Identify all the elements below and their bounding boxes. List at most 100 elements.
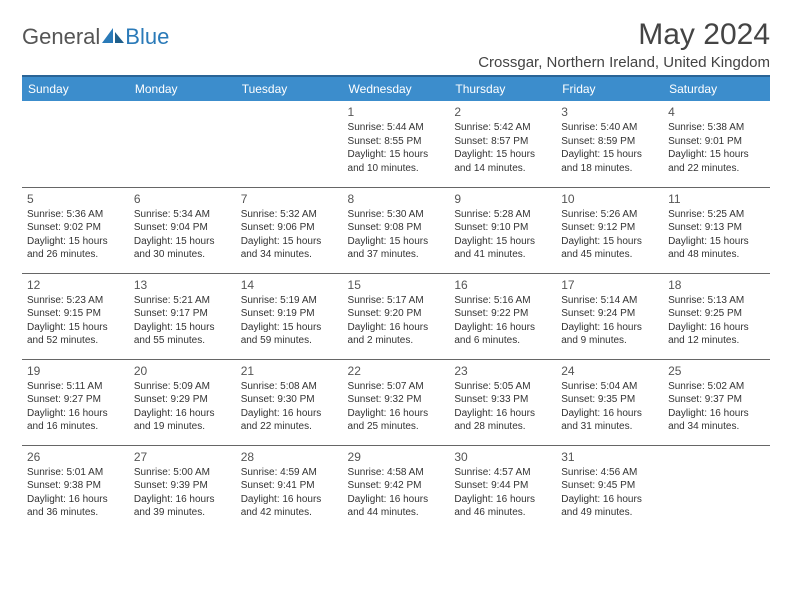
sunrise-line: Sunrise: 5:14 AM — [561, 294, 658, 308]
calendar-day-cell: 4Sunrise: 5:38 AMSunset: 9:01 PMDaylight… — [663, 101, 770, 187]
daylight-line: Daylight: 15 hours and 26 minutes. — [27, 235, 124, 262]
daylight-line: Daylight: 16 hours and 28 minutes. — [454, 407, 551, 434]
weekday-header: Tuesday — [236, 77, 343, 101]
sunset-line: Sunset: 9:45 PM — [561, 479, 658, 493]
sunset-line: Sunset: 8:55 PM — [348, 135, 445, 149]
sunset-line: Sunset: 8:57 PM — [454, 135, 551, 149]
sunset-line: Sunset: 9:33 PM — [454, 393, 551, 407]
day-number: 22 — [348, 363, 445, 379]
calendar-day-cell — [236, 101, 343, 187]
sunrise-line: Sunrise: 5:16 AM — [454, 294, 551, 308]
calendar-day-cell — [22, 101, 129, 187]
calendar-week-row: 19Sunrise: 5:11 AMSunset: 9:27 PMDayligh… — [22, 359, 770, 445]
sunset-line: Sunset: 9:29 PM — [134, 393, 231, 407]
daylight-line: Daylight: 16 hours and 36 minutes. — [27, 493, 124, 520]
daylight-line: Daylight: 15 hours and 41 minutes. — [454, 235, 551, 262]
day-number: 15 — [348, 277, 445, 293]
weekday-header-row: Sunday Monday Tuesday Wednesday Thursday… — [22, 77, 770, 101]
weekday-header: Sunday — [22, 77, 129, 101]
sunset-line: Sunset: 9:41 PM — [241, 479, 338, 493]
calendar-day-cell: 12Sunrise: 5:23 AMSunset: 9:15 PMDayligh… — [22, 273, 129, 359]
sunrise-line: Sunrise: 5:25 AM — [668, 208, 765, 222]
day-number: 21 — [241, 363, 338, 379]
sunrise-line: Sunrise: 5:00 AM — [134, 466, 231, 480]
calendar-day-cell: 9Sunrise: 5:28 AMSunset: 9:10 PMDaylight… — [449, 187, 556, 273]
sunrise-line: Sunrise: 5:09 AM — [134, 380, 231, 394]
daylight-line: Daylight: 15 hours and 45 minutes. — [561, 235, 658, 262]
calendar-day-cell: 26Sunrise: 5:01 AMSunset: 9:38 PMDayligh… — [22, 445, 129, 531]
sunset-line: Sunset: 9:08 PM — [348, 221, 445, 235]
day-number: 20 — [134, 363, 231, 379]
sunrise-line: Sunrise: 5:44 AM — [348, 121, 445, 135]
sunset-line: Sunset: 9:10 PM — [454, 221, 551, 235]
calendar-day-cell: 28Sunrise: 4:59 AMSunset: 9:41 PMDayligh… — [236, 445, 343, 531]
sunset-line: Sunset: 9:19 PM — [241, 307, 338, 321]
sunrise-line: Sunrise: 5:30 AM — [348, 208, 445, 222]
day-number: 25 — [668, 363, 765, 379]
daylight-line: Daylight: 16 hours and 6 minutes. — [454, 321, 551, 348]
calendar-day-cell: 29Sunrise: 4:58 AMSunset: 9:42 PMDayligh… — [343, 445, 450, 531]
daylight-line: Daylight: 16 hours and 39 minutes. — [134, 493, 231, 520]
sunset-line: Sunset: 9:24 PM — [561, 307, 658, 321]
day-number: 3 — [561, 104, 658, 120]
sunrise-line: Sunrise: 5:26 AM — [561, 208, 658, 222]
sunset-line: Sunset: 9:44 PM — [454, 479, 551, 493]
sunrise-line: Sunrise: 5:08 AM — [241, 380, 338, 394]
location-label: Crossgar, Northern Ireland, United Kingd… — [478, 54, 770, 71]
sunrise-line: Sunrise: 5:23 AM — [27, 294, 124, 308]
sunset-line: Sunset: 9:22 PM — [454, 307, 551, 321]
day-number: 5 — [27, 191, 124, 207]
sunrise-line: Sunrise: 4:56 AM — [561, 466, 658, 480]
sunrise-line: Sunrise: 5:21 AM — [134, 294, 231, 308]
logo-text-general: General — [22, 24, 100, 50]
calendar-week-row: 26Sunrise: 5:01 AMSunset: 9:38 PMDayligh… — [22, 445, 770, 531]
calendar-day-cell: 8Sunrise: 5:30 AMSunset: 9:08 PMDaylight… — [343, 187, 450, 273]
logo-sail-icon — [102, 26, 124, 49]
sunset-line: Sunset: 9:02 PM — [27, 221, 124, 235]
calendar-day-cell: 13Sunrise: 5:21 AMSunset: 9:17 PMDayligh… — [129, 273, 236, 359]
calendar-day-cell: 24Sunrise: 5:04 AMSunset: 9:35 PMDayligh… — [556, 359, 663, 445]
sunset-line: Sunset: 9:13 PM — [668, 221, 765, 235]
sunset-line: Sunset: 9:42 PM — [348, 479, 445, 493]
day-number: 6 — [134, 191, 231, 207]
day-number: 24 — [561, 363, 658, 379]
sunset-line: Sunset: 9:17 PM — [134, 307, 231, 321]
sunrise-line: Sunrise: 5:01 AM — [27, 466, 124, 480]
sunset-line: Sunset: 9:15 PM — [27, 307, 124, 321]
day-number: 2 — [454, 104, 551, 120]
daylight-line: Daylight: 15 hours and 59 minutes. — [241, 321, 338, 348]
logo: General Blue — [22, 24, 169, 50]
calendar-day-cell — [129, 101, 236, 187]
sunset-line: Sunset: 9:32 PM — [348, 393, 445, 407]
calendar-day-cell: 7Sunrise: 5:32 AMSunset: 9:06 PMDaylight… — [236, 187, 343, 273]
day-number: 9 — [454, 191, 551, 207]
sunrise-line: Sunrise: 5:42 AM — [454, 121, 551, 135]
day-number: 4 — [668, 104, 765, 120]
calendar-day-cell: 22Sunrise: 5:07 AMSunset: 9:32 PMDayligh… — [343, 359, 450, 445]
calendar-day-cell: 1Sunrise: 5:44 AMSunset: 8:55 PMDaylight… — [343, 101, 450, 187]
calendar-week-row: 5Sunrise: 5:36 AMSunset: 9:02 PMDaylight… — [22, 187, 770, 273]
calendar-day-cell: 6Sunrise: 5:34 AMSunset: 9:04 PMDaylight… — [129, 187, 236, 273]
calendar-day-cell: 2Sunrise: 5:42 AMSunset: 8:57 PMDaylight… — [449, 101, 556, 187]
calendar-day-cell: 27Sunrise: 5:00 AMSunset: 9:39 PMDayligh… — [129, 445, 236, 531]
calendar-day-cell: 11Sunrise: 5:25 AMSunset: 9:13 PMDayligh… — [663, 187, 770, 273]
daylight-line: Daylight: 16 hours and 9 minutes. — [561, 321, 658, 348]
calendar-day-cell: 19Sunrise: 5:11 AMSunset: 9:27 PMDayligh… — [22, 359, 129, 445]
day-number: 10 — [561, 191, 658, 207]
sunrise-line: Sunrise: 5:28 AM — [454, 208, 551, 222]
daylight-line: Daylight: 16 hours and 2 minutes. — [348, 321, 445, 348]
month-title: May 2024 — [478, 18, 770, 52]
calendar-table: Sunday Monday Tuesday Wednesday Thursday… — [22, 77, 770, 531]
title-block: May 2024 Crossgar, Northern Ireland, Uni… — [478, 18, 770, 71]
sunrise-line: Sunrise: 4:58 AM — [348, 466, 445, 480]
day-number: 29 — [348, 449, 445, 465]
sunrise-line: Sunrise: 5:17 AM — [348, 294, 445, 308]
calendar-page: General Blue May 2024 Crossgar, Northern… — [0, 0, 792, 549]
day-number: 17 — [561, 277, 658, 293]
calendar-day-cell: 18Sunrise: 5:13 AMSunset: 9:25 PMDayligh… — [663, 273, 770, 359]
daylight-line: Daylight: 15 hours and 10 minutes. — [348, 148, 445, 175]
calendar-day-cell — [663, 445, 770, 531]
calendar-day-cell: 10Sunrise: 5:26 AMSunset: 9:12 PMDayligh… — [556, 187, 663, 273]
sunrise-line: Sunrise: 4:57 AM — [454, 466, 551, 480]
sunset-line: Sunset: 9:37 PM — [668, 393, 765, 407]
